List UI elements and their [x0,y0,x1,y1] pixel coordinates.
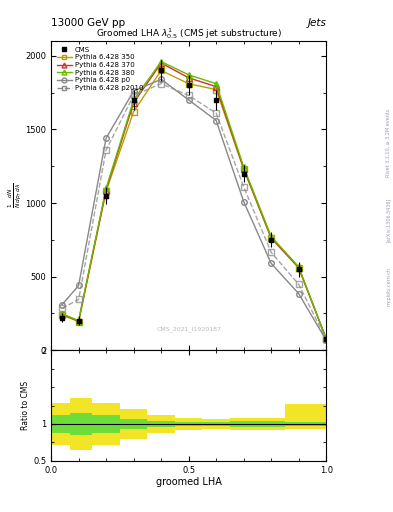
Text: mcplots.cern.ch: mcplots.cern.ch [386,267,391,306]
Y-axis label: $\frac{1}{N}\frac{dN}{dp_T\,d\lambda}$: $\frac{1}{N}\frac{dN}{dp_T\,d\lambda}$ [7,183,24,208]
Legend: CMS, Pythia 6.428 350, Pythia 6.428 370, Pythia 6.428 380, Pythia 6.428 p0, Pyth: CMS, Pythia 6.428 350, Pythia 6.428 370,… [55,45,145,93]
Text: [arXiv:1306.3436]: [arXiv:1306.3436] [386,198,391,242]
Text: CMS_2021_I1920187: CMS_2021_I1920187 [156,326,221,332]
Text: Rivet 3.1.10, ≥ 3.2M events: Rivet 3.1.10, ≥ 3.2M events [386,109,391,178]
Text: Jets: Jets [307,18,326,28]
X-axis label: groomed LHA: groomed LHA [156,477,222,487]
Y-axis label: Ratio to CMS: Ratio to CMS [21,381,30,430]
Text: 13000 GeV pp: 13000 GeV pp [51,18,125,28]
Title: Groomed LHA $\lambda^{1}_{0.5}$ (CMS jet substructure): Groomed LHA $\lambda^{1}_{0.5}$ (CMS jet… [95,26,282,41]
